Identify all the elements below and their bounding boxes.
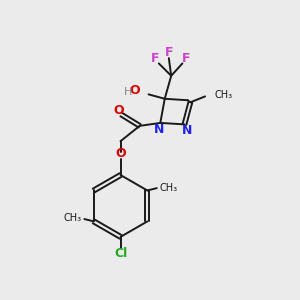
Text: O: O xyxy=(115,147,126,160)
Text: F: F xyxy=(182,52,190,64)
Text: H: H xyxy=(124,87,132,97)
Text: O: O xyxy=(130,84,140,97)
Text: CH₃: CH₃ xyxy=(214,90,232,100)
Text: N: N xyxy=(182,124,193,137)
Text: N: N xyxy=(154,123,164,136)
Text: Cl: Cl xyxy=(114,247,127,260)
Text: F: F xyxy=(151,52,160,64)
Text: F: F xyxy=(165,46,173,59)
Text: CH₃: CH₃ xyxy=(63,214,81,224)
Text: O: O xyxy=(113,104,124,117)
Text: CH₃: CH₃ xyxy=(160,182,178,193)
